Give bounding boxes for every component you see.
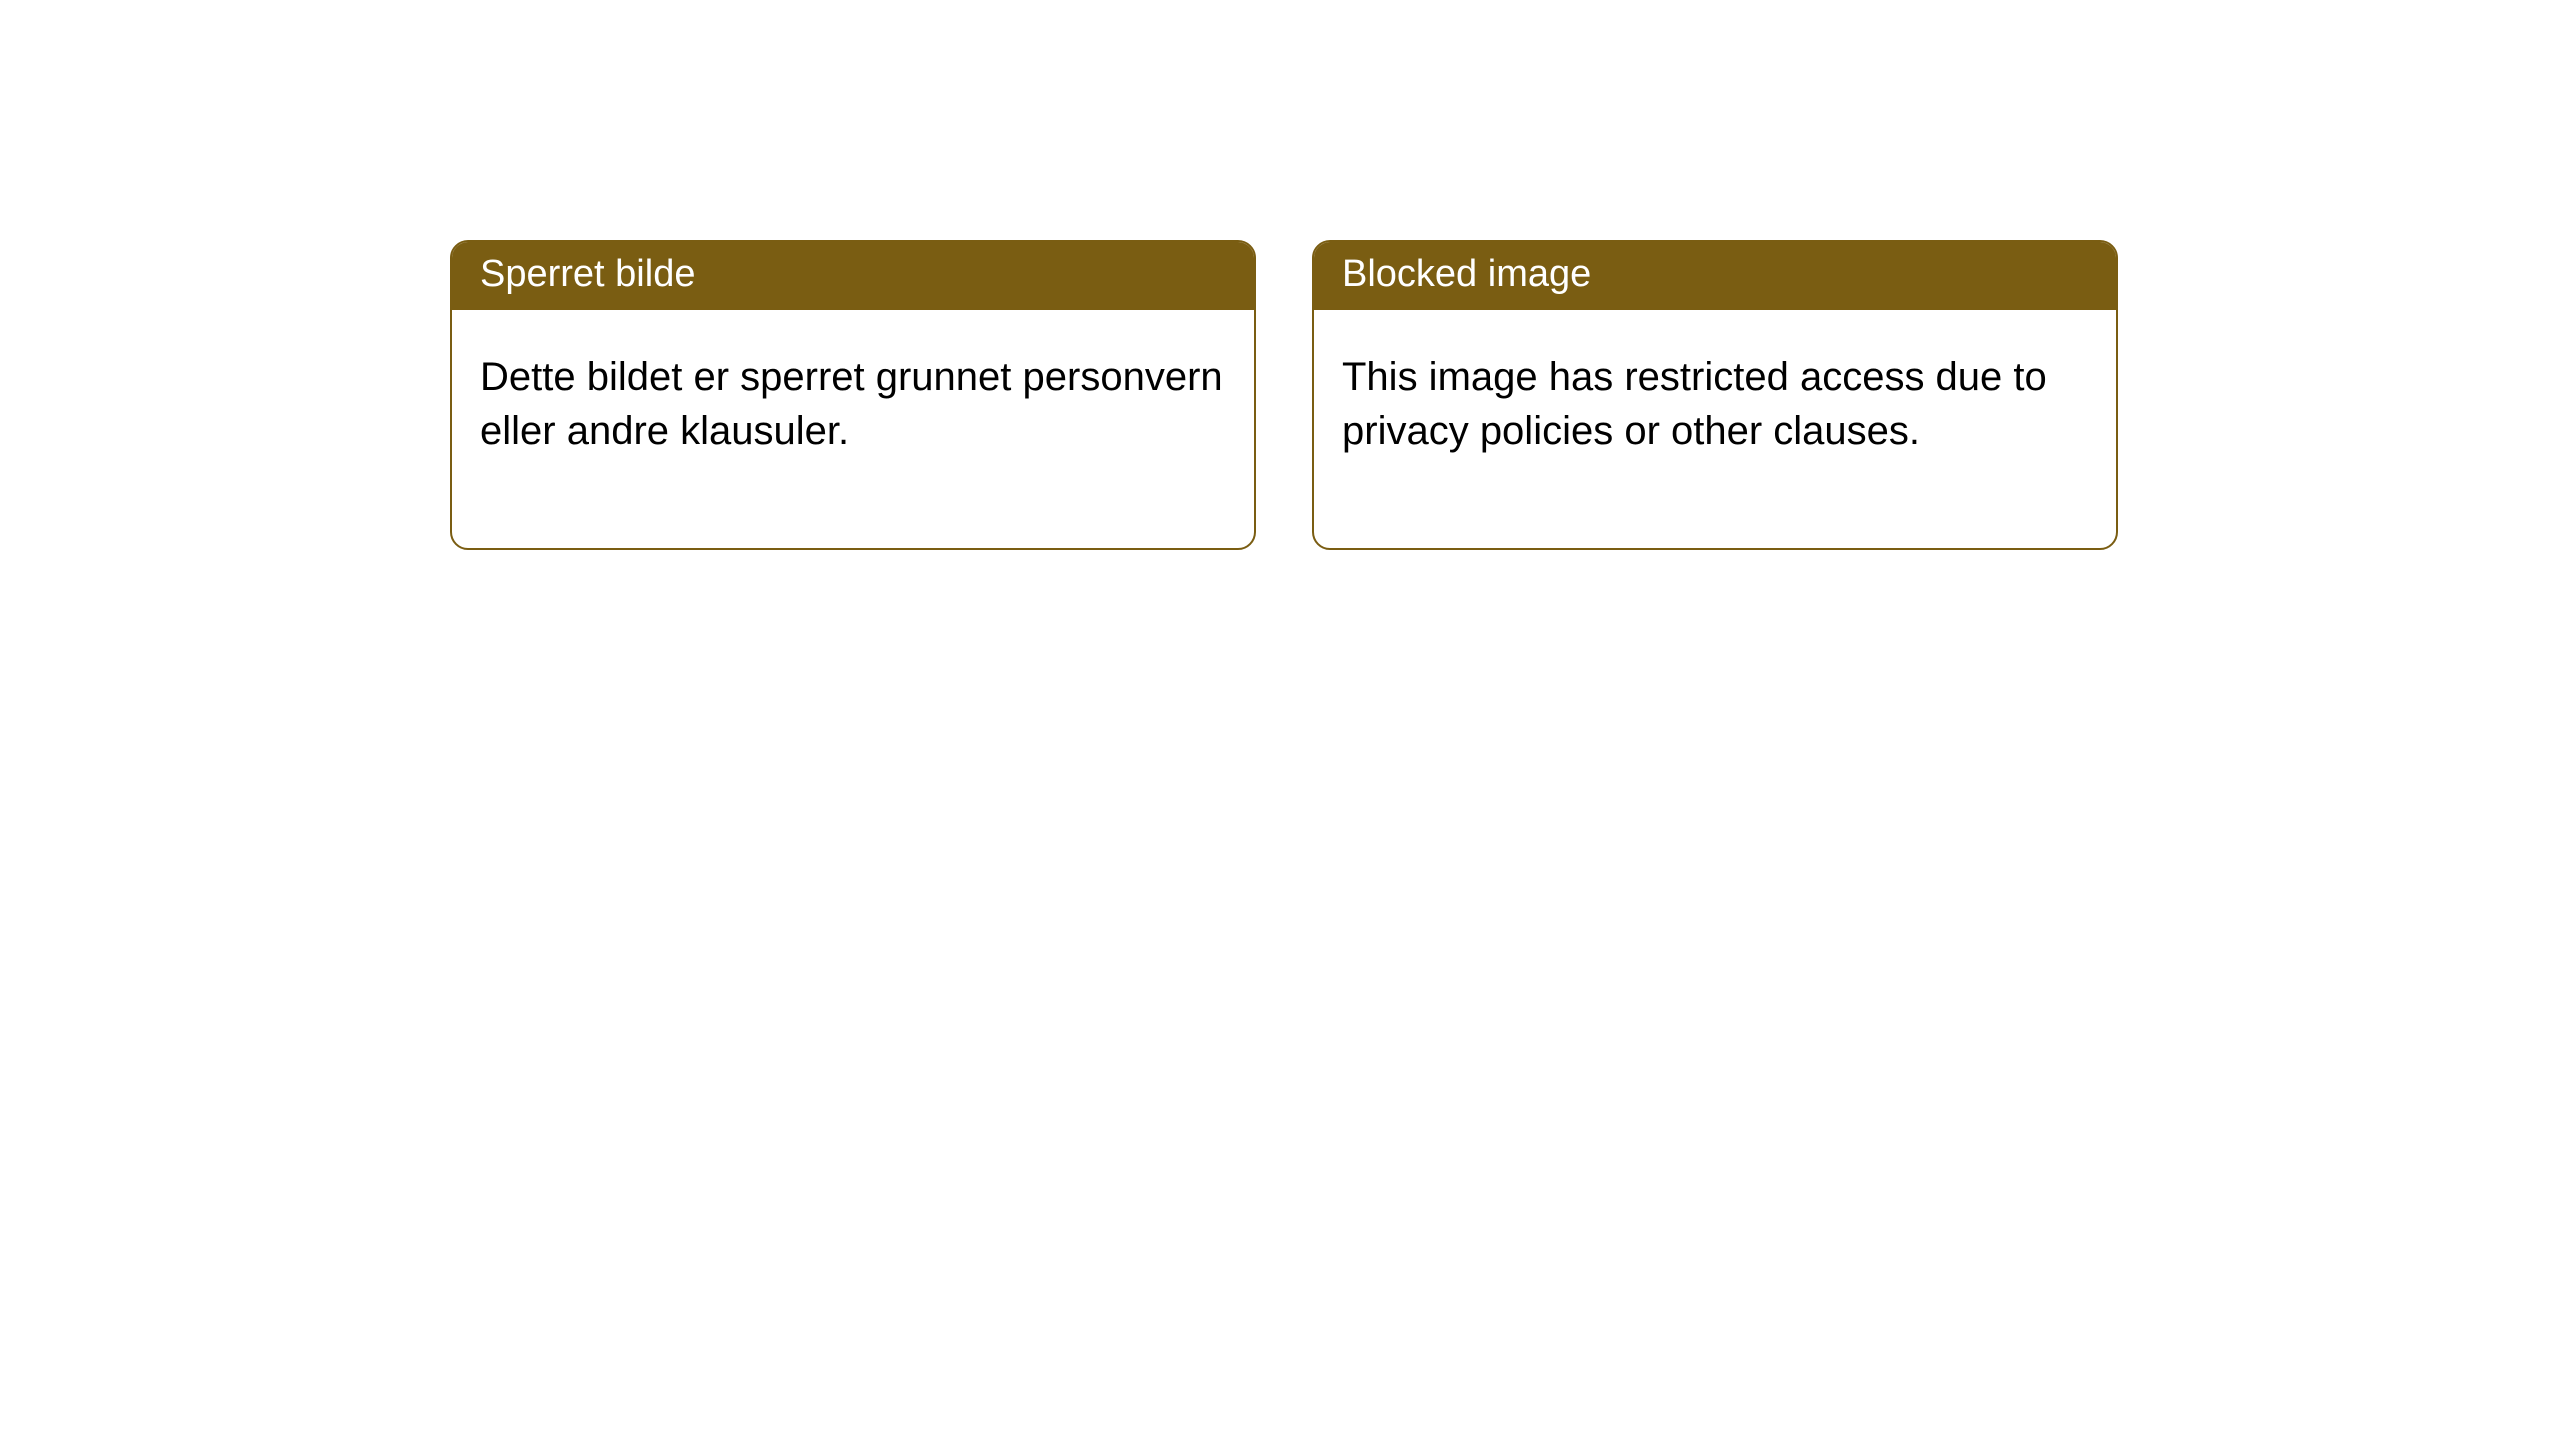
- notice-message-norwegian: Dette bildet er sperret grunnet personve…: [452, 310, 1254, 548]
- notice-message-english: This image has restricted access due to …: [1314, 310, 2116, 548]
- notice-title-english: Blocked image: [1314, 242, 2116, 310]
- notice-title-norwegian: Sperret bilde: [452, 242, 1254, 310]
- notice-card-norwegian: Sperret bilde Dette bildet er sperret gr…: [450, 240, 1256, 550]
- notice-card-english: Blocked image This image has restricted …: [1312, 240, 2118, 550]
- notice-container: Sperret bilde Dette bildet er sperret gr…: [450, 240, 2118, 550]
